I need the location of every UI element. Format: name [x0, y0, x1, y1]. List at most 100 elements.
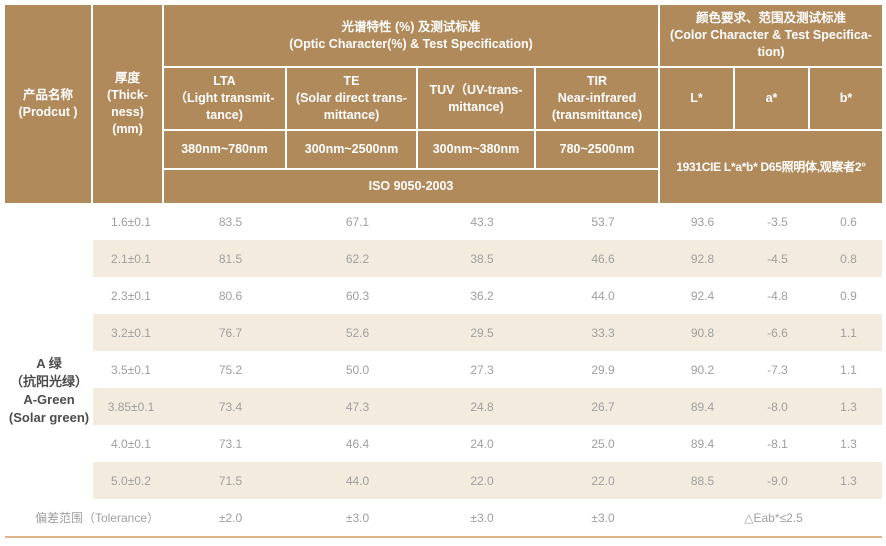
value-cell: 29.9 — [591, 362, 615, 377]
value-cell: 24.8 — [470, 399, 494, 414]
value-cell: 71.5 — [218, 473, 243, 488]
value-cell: 93.6 — [690, 214, 715, 229]
value-cell: 80.6 — [218, 288, 243, 303]
value-cell: 47.3 — [345, 399, 370, 414]
tolerance-value: ±3.0 — [345, 510, 370, 525]
value-cell: 53.7 — [591, 214, 615, 229]
header-tuv: TUV（UV-trans- mittance) — [418, 68, 534, 129]
value-cell: -7.3 — [767, 362, 788, 377]
value-cell: 27.3 — [470, 362, 494, 377]
value-cell: -3.5 — [767, 214, 788, 229]
header-thickness: 厚度 (Thick- ness) (mm) — [93, 5, 162, 203]
value-cell: 73.1 — [218, 436, 243, 451]
tolerance-color-value: △Eab*≤2.5 — [744, 510, 803, 525]
value-cell: 22.0 — [591, 473, 615, 488]
table-row: 1.6±0.1 83.5 67.1 43.3 53.7 93.6 -3.5 0.… — [93, 203, 882, 240]
data-rows: 1.6±0.1 83.5 67.1 43.3 53.7 93.6 -3.5 0.… — [93, 203, 882, 499]
header-product: 产品名称 (Prodcut ) — [5, 5, 91, 203]
value-cell: 76.7 — [218, 325, 243, 340]
thickness-cell: 3.2±0.1 — [111, 325, 151, 340]
value-cell: 89.4 — [690, 399, 715, 414]
thickness-cell: 5.0±0.2 — [111, 473, 151, 488]
thickness-cell: 3.85±0.1 — [107, 399, 155, 414]
value-cell: 43.3 — [470, 214, 494, 229]
value-cell: 67.1 — [345, 214, 370, 229]
value-cell: 60.3 — [345, 288, 370, 303]
value-cell: 44.0 — [345, 473, 370, 488]
header-b-star: b* — [810, 68, 882, 129]
thickness-cell: 3.5±0.1 — [111, 362, 151, 377]
spec-table: 产品名称 (Prodcut ) 厚度 (Thick- ness) (mm) 光谱… — [5, 5, 882, 538]
table-header: 产品名称 (Prodcut ) 厚度 (Thick- ness) (mm) 光谱… — [5, 5, 882, 203]
value-cell: 1.1 — [840, 362, 857, 377]
value-cell: 22.0 — [470, 473, 494, 488]
value-cell: 92.8 — [690, 251, 715, 266]
value-cell: 1.3 — [840, 473, 857, 488]
thickness-cell: 2.3±0.1 — [111, 288, 151, 303]
thickness-cell: 4.0±0.1 — [111, 436, 151, 451]
value-cell: 0.9 — [840, 288, 857, 303]
header-tir: TIR Near-infrared (transmittance) — [536, 68, 658, 129]
header-l-star: L* — [660, 68, 733, 129]
tolerance-value: ±3.0 — [591, 510, 615, 525]
table-row: 4.0±0.1 73.1 46.4 24.0 25.0 89.4 -8.1 1.… — [93, 425, 882, 462]
value-cell: 0.6 — [840, 214, 857, 229]
value-cell: 1.3 — [840, 436, 857, 451]
value-cell: 24.0 — [470, 436, 494, 451]
value-cell: 46.4 — [345, 436, 370, 451]
value-cell: 75.2 — [218, 362, 243, 377]
header-cie-standard: 1931CIE L*a*b* D65照明体,观察者2° — [660, 131, 882, 203]
value-cell: 62.2 — [345, 251, 370, 266]
table-row: 2.3±0.1 80.6 60.3 36.2 44.0 92.4 -4.8 0.… — [93, 277, 882, 314]
header-a-star: a* — [735, 68, 808, 129]
table-row: 3.5±0.1 75.2 50.0 27.3 29.9 90.2 -7.3 1.… — [93, 351, 882, 388]
tolerance-label: 偏差范围（Tolerance） — [34, 511, 160, 525]
header-lta: LTA （Light transmit- tance) — [164, 68, 285, 129]
thickness-cell: 2.1±0.1 — [111, 251, 151, 266]
value-cell: 33.3 — [591, 325, 615, 340]
tolerance-value: ±2.0 — [218, 510, 243, 525]
product-name: A 绿 （抗阳光绿） A-Green (Solar green) — [8, 355, 90, 426]
value-cell: 1.1 — [840, 325, 857, 340]
value-cell: 38.5 — [470, 251, 494, 266]
value-cell: 46.6 — [591, 251, 615, 266]
value-cell: 1.3 — [840, 399, 857, 414]
value-cell: -8.0 — [767, 399, 788, 414]
range-te: 300nm~2500nm — [287, 131, 416, 168]
header-color-group: 颜色要求、范围及测试标准 (Color Character & Test Spe… — [660, 5, 882, 66]
header-te: TE (Solar direct trans- mittance) — [287, 68, 416, 129]
value-cell: 90.2 — [690, 362, 715, 377]
table-row: 3.2±0.1 76.7 52.6 29.5 33.3 90.8 -6.6 1.… — [93, 314, 882, 351]
table-row: 2.1±0.1 81.5 62.2 38.5 46.6 92.8 -4.5 0.… — [93, 240, 882, 277]
header-iso-standard: ISO 9050-2003 — [164, 170, 658, 203]
value-cell: 44.0 — [591, 288, 615, 303]
value-cell: -4.8 — [767, 288, 788, 303]
value-cell: 36.2 — [470, 288, 494, 303]
value-cell: 0.8 — [840, 251, 857, 266]
value-cell: -4.5 — [767, 251, 788, 266]
range-tir: 780~2500nm — [536, 131, 658, 168]
value-cell: 89.4 — [690, 436, 715, 451]
bottom-divider — [5, 536, 882, 538]
tolerance-value: ±3.0 — [470, 510, 494, 525]
tolerance-row: 偏差范围（Tolerance） ±2.0 ±3.0 ±3.0 ±3.0 △Eab… — [5, 499, 882, 536]
value-cell: 90.8 — [690, 325, 715, 340]
value-cell: 92.4 — [690, 288, 715, 303]
value-cell: 52.6 — [345, 325, 370, 340]
table-row: 5.0±0.2 71.5 44.0 22.0 22.0 88.5 -9.0 1.… — [93, 462, 882, 499]
value-cell: 50.0 — [345, 362, 370, 377]
value-cell: 83.5 — [218, 214, 243, 229]
table-body: A 绿 （抗阳光绿） A-Green (Solar green) 1.6±0.1… — [5, 203, 882, 538]
value-cell: 25.0 — [591, 436, 615, 451]
table-row: 3.85±0.1 73.4 47.3 24.8 26.7 89.4 -8.0 1… — [93, 388, 882, 425]
thickness-cell: 1.6±0.1 — [111, 214, 151, 229]
value-cell: -8.1 — [767, 436, 788, 451]
header-optic-group: 光谱特性 (%) 及测试标准 (Optic Character(%) & Tes… — [164, 5, 658, 66]
range-tuv: 300nm~380nm — [418, 131, 534, 168]
value-cell: -6.6 — [767, 325, 788, 340]
range-lta: 380nm~780nm — [164, 131, 285, 168]
value-cell: 81.5 — [218, 251, 243, 266]
product-name-cell: A 绿 （抗阳光绿） A-Green (Solar green) — [5, 203, 93, 499]
value-cell: 73.4 — [218, 399, 243, 414]
value-cell: 88.5 — [690, 473, 715, 488]
